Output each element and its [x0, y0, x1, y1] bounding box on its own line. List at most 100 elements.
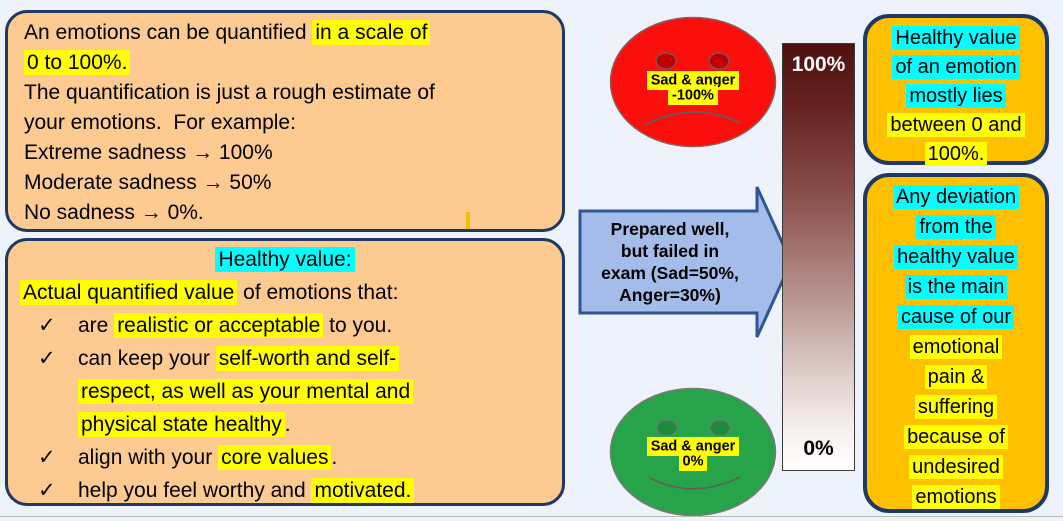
right-arrow-icon — [578, 186, 793, 338]
text-line: respect, as well as your mental and — [20, 375, 550, 408]
text-segment: Prepared well, — [610, 219, 730, 239]
frown-mouth-icon — [644, 111, 741, 126]
text-line: undesired — [867, 452, 1045, 482]
highlighted-text: motivated. — [311, 478, 415, 503]
text-segment: your emotions. For example: — [24, 111, 296, 134]
text-segment: No sadness → 0%. — [24, 201, 204, 224]
highlighted-text: in a scale of — [312, 20, 431, 45]
text-line: 0 to 100%. — [24, 48, 548, 78]
highlighted-text: of an emotion — [892, 55, 1020, 79]
check-icon: ✓ — [38, 314, 56, 337]
sad-face-label: Sad & anger -100% — [609, 70, 777, 105]
text-line: -100% — [668, 85, 718, 105]
scale-bottom-label: 0% — [803, 437, 834, 460]
text-line: ✓ are realistic or acceptable to you. — [20, 309, 550, 342]
arrow-callout-text: Prepared well, but failed in exam (Sad=50%… — [582, 213, 758, 311]
highlighted-text: emotional — [909, 335, 1003, 359]
text-line: Sad & anger — [646, 436, 740, 456]
highlighted-text: cause of our — [897, 305, 1015, 329]
text-line: Extreme sadness → 100% — [24, 138, 548, 168]
text-segment: . — [284, 413, 291, 436]
highlighted-text: because of — [904, 425, 1008, 449]
text-segment: of emotions that: — [237, 281, 399, 304]
text-line: is the main — [867, 272, 1045, 302]
text-line: exam (Sad=50%, — [582, 262, 758, 284]
text-segment: Anger=30%) — [619, 285, 721, 305]
emotion-scale-bar: 100% 0% — [782, 43, 855, 471]
right-arrow-shape — [578, 186, 793, 338]
intro-box: An emotions can be quantified in a scale… — [5, 10, 565, 232]
text-segment: Extreme sadness → 100% — [24, 141, 273, 164]
healthy-value-box: Healthy value: Actual quantified value of… — [5, 238, 565, 506]
highlighted-text: 0 to 100%. — [24, 50, 131, 75]
highlighted-text: Healthy value — [892, 26, 1020, 50]
happy-face-label: Sad & anger 0% — [609, 436, 777, 471]
highlighted-text: 100%. — [924, 142, 988, 166]
text-line: physical state healthy. — [20, 408, 550, 441]
text-line: ✓ align with your core values. — [20, 441, 550, 474]
highlighted-text: core values — [218, 445, 332, 470]
highlighted-text: from the — [916, 215, 996, 239]
text-line: Healthy value — [867, 24, 1045, 53]
text-line: Anger=30%) — [582, 284, 758, 306]
text-line: but failed in — [582, 240, 758, 262]
highlighted-text: is the main — [904, 275, 1008, 299]
deviation-note-box: Any deviation from the healthy value is the… — [863, 173, 1049, 513]
highlighted-text: Any deviation — [892, 185, 1020, 209]
happy-face: Sad & anger 0% — [609, 387, 777, 517]
highlighted-text: undesired — [909, 455, 1003, 479]
happy-right-eye-icon — [709, 419, 731, 437]
text-line: Sad & anger — [646, 70, 740, 90]
highlighted-text: between 0 and — [887, 113, 1025, 137]
text-line: 100%. — [867, 140, 1045, 169]
highlighted-text: 0% — [678, 451, 708, 471]
highlighted-text: mostly lies — [906, 84, 1006, 108]
text-line: from the — [867, 212, 1045, 242]
text-line: ✓ can keep your self-worth and self- — [20, 342, 550, 375]
text-segment: . — [331, 446, 338, 469]
check-icon: ✓ — [38, 479, 56, 502]
text-segment: to you. — [323, 314, 393, 337]
highlighted-text: suffering — [914, 395, 998, 419]
text-segment: exam (Sad=50%, — [601, 263, 739, 283]
text-segment: An emotions can be quantified — [24, 21, 313, 44]
sad-face: Sad & anger -100% — [609, 16, 777, 148]
highlighted-text: self-worth and self- — [215, 346, 400, 371]
text-segment: but failed in — [620, 241, 720, 261]
text-line: An emotions can be quantified in a scale… — [24, 18, 548, 48]
highlighted-text: emotions — [912, 485, 1000, 509]
text-line: emotions — [867, 482, 1045, 512]
scale-top-label: 100% — [791, 53, 846, 76]
highlighted-text: Actual quantified value — [20, 280, 238, 305]
text-segment: Moderate sadness → 50% — [24, 171, 272, 194]
highlighted-text: physical state healthy — [78, 412, 285, 437]
text-line: ✓ help you feel worthy and motivated. — [20, 474, 550, 507]
text-line: Healthy value: — [20, 243, 550, 276]
text-segment: align with your — [78, 446, 219, 469]
text-segment: help you feel worthy and — [78, 479, 312, 502]
text-line: between 0 and — [867, 111, 1045, 140]
text-line: 0% — [678, 451, 708, 471]
text-line: emotional — [867, 332, 1045, 362]
text-line: Actual quantified value of emotions that… — [20, 276, 550, 309]
arrow-callout: Prepared well, but failed in exam (Sad=50%… — [578, 185, 794, 340]
check-icon: ✓ — [38, 347, 56, 370]
text-line: your emotions. For example: — [24, 108, 548, 138]
text-segment: The quantification is just a rough estim… — [24, 81, 435, 104]
text-segment: can keep your — [78, 347, 216, 370]
text-line: Any deviation — [867, 182, 1045, 212]
text-line: mostly lies — [867, 82, 1045, 111]
text-line: No sadness → 0%. — [24, 198, 548, 228]
highlighted-text: healthy value — [894, 245, 1018, 269]
text-line: Prepared well, — [582, 218, 758, 240]
text-line: cause of our — [867, 302, 1045, 332]
happy-left-eye-icon — [656, 419, 678, 437]
highlighted-text: respect, as well as your mental and — [78, 379, 414, 404]
text-line: healthy value — [867, 242, 1045, 272]
text-line: suffering — [867, 392, 1045, 422]
text-line: pain & — [867, 362, 1045, 392]
text-line: Moderate sadness → 50% — [24, 168, 548, 198]
highlighted-text: Sad & anger — [646, 70, 740, 90]
text-cursor-mark — [466, 212, 470, 229]
slide-bottom-divider — [0, 516, 1063, 517]
